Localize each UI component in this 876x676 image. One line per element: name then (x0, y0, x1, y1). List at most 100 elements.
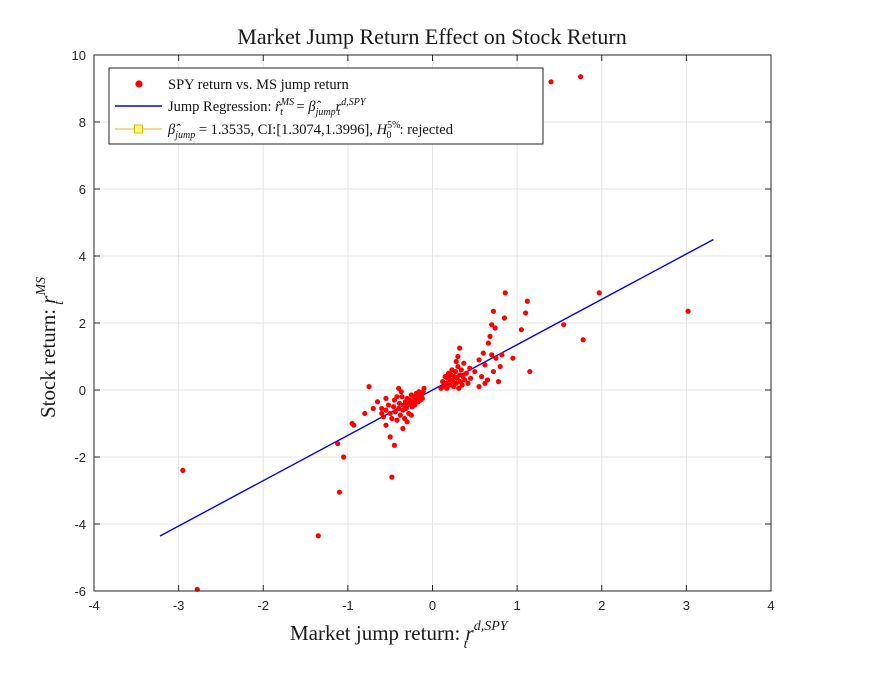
scatter-point (476, 384, 482, 390)
scatter-point (497, 363, 503, 370)
x-axis-label-math-sup: d,SPY (474, 619, 510, 634)
scatter-point (685, 308, 691, 314)
legend-entry-regression: Jump Regression: r̂MS t = β̂jumprd,SPY t (168, 97, 367, 118)
y-tick-labels: -6 -4 -2 0 2 4 6 8 10 (72, 48, 86, 599)
scatter-point (315, 533, 321, 539)
scatter-point (392, 409, 398, 415)
scatter-point (465, 380, 471, 386)
scatter-point (527, 368, 533, 375)
legend-eq-r: r (336, 99, 342, 115)
legend-eq-equals: = (293, 99, 308, 115)
scatter-point (455, 363, 461, 370)
scatter-point (453, 358, 459, 365)
y-tick-label: -2 (74, 450, 86, 465)
scatter-point (480, 350, 486, 356)
x-tick-label: 4 (767, 598, 774, 613)
legend-beta-value: = 1.3535, CI:[1.3074,1.3996], (195, 122, 376, 138)
scatter-point (374, 399, 381, 405)
scatter-point (492, 325, 498, 331)
x-tick-label: 2 (598, 598, 605, 613)
legend-eq-sub-t1: t (280, 107, 283, 118)
scatter-point (383, 407, 389, 413)
x-tick-label: -2 (257, 598, 269, 613)
scatter-point (482, 362, 488, 368)
scatter-point (404, 419, 410, 425)
y-tick-label: 10 (72, 48, 86, 63)
scatter-point (452, 368, 458, 375)
legend-box (108, 67, 544, 145)
scatter-point (490, 308, 497, 314)
scatter-point (489, 322, 495, 328)
scatter-point (362, 410, 368, 417)
scatter-point (463, 370, 469, 376)
y-tick-label: 8 (79, 115, 86, 130)
scatter-point (456, 385, 462, 391)
legend-h0-sub: 0 (386, 130, 391, 141)
scatter-point (387, 434, 393, 440)
x-tick-label: 1 (514, 598, 521, 613)
regression-line (159, 238, 714, 537)
scatter-point (349, 420, 355, 427)
x-tick-label: -1 (342, 598, 354, 613)
legend-marker-dot (135, 80, 143, 88)
scatter-point (478, 374, 485, 380)
legend: SPY return vs. MS jump return Jump Regre… (108, 67, 544, 145)
chart-title: Market Jump Return Effect on Stock Retur… (237, 24, 626, 49)
scatter-point (380, 414, 387, 420)
legend-h0-sup: 5% (387, 120, 400, 131)
legend-regression-eq: r̂ (275, 99, 281, 115)
scatter-point (391, 442, 398, 448)
scatter-point (419, 395, 425, 401)
legend-marker-square (134, 124, 143, 134)
scatter-point (548, 79, 554, 85)
scatter-point (459, 382, 465, 388)
x-tick-label: 3 (683, 598, 690, 613)
y-axis-label-math-sup: MS (34, 277, 49, 297)
regression-line-group (159, 238, 714, 537)
legend-entry-scatter: SPY return vs. MS jump return (168, 77, 349, 93)
scatter-point (577, 74, 584, 80)
scatter-point (561, 322, 567, 328)
y-axis-label-text: Stock return: (36, 304, 60, 418)
scatter-point (383, 422, 389, 428)
legend-h0-result: : rejected (399, 122, 453, 138)
scatter-point (366, 384, 372, 390)
scatter-point (499, 352, 505, 358)
scatter-point (472, 368, 478, 375)
y-tick-label: 6 (79, 182, 86, 197)
scatter-point (476, 357, 482, 363)
x-tick-labels: -4 -3 -2 -1 0 1 2 3 4 (88, 598, 774, 613)
x-tick-label: -4 (88, 598, 100, 613)
scatter-point (385, 402, 392, 408)
scatter-point (467, 365, 473, 371)
y-tick-label: 2 (79, 316, 86, 331)
scatter-point (397, 412, 403, 418)
scatter-point (518, 327, 524, 333)
scatter-point (396, 400, 403, 406)
scatter-point (400, 425, 406, 432)
scatter-point (180, 467, 186, 473)
scatter-point (455, 353, 461, 360)
scatter-point (502, 290, 508, 296)
scatter-point (446, 382, 453, 388)
scatter-points (180, 74, 691, 592)
scatter-point (501, 315, 508, 321)
y-tick-label: -4 (74, 517, 86, 532)
x-axis-label-text: Market jump return: (290, 621, 466, 645)
y-axis-label: Stock return: rMSt (34, 277, 67, 418)
scatter-point (389, 415, 395, 422)
x-tick-label: -3 (173, 598, 185, 613)
scatter-point (336, 489, 343, 495)
scatter-point (490, 368, 497, 375)
y-tick-label: -6 (74, 584, 86, 599)
scatter-point (510, 355, 516, 361)
y-axis-label-math-base: r (36, 295, 60, 304)
legend-h0: H (376, 122, 389, 138)
legend-eq-sup-ms: MS (280, 97, 294, 108)
scatter-point (387, 410, 393, 417)
scatter-point (456, 345, 463, 351)
scatter-point (396, 405, 402, 412)
x-axis-label: Market jump return: rd,SPY t (290, 619, 510, 652)
x-axis-label-math-sub: t (464, 637, 469, 652)
